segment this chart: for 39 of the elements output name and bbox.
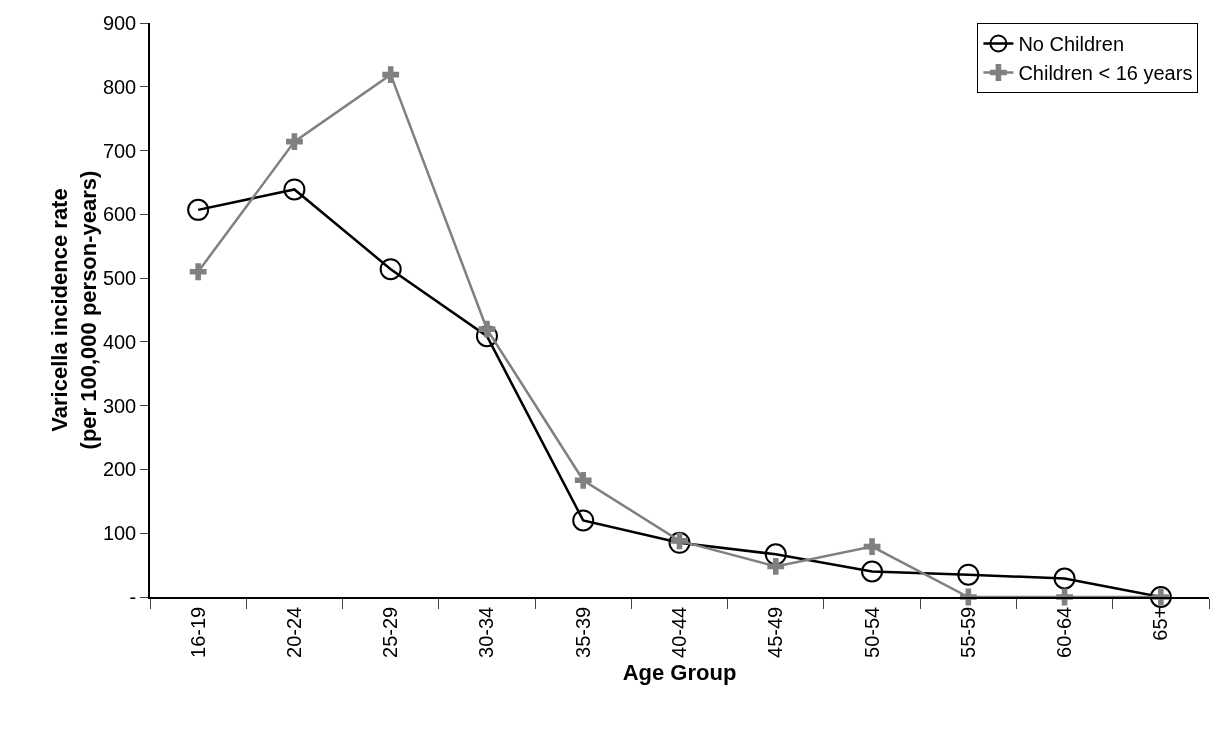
x-tick-label: 45-49	[764, 606, 787, 658]
point	[574, 471, 592, 489]
point	[189, 263, 207, 281]
legend-label: No Children	[1018, 33, 1125, 56]
point	[572, 509, 595, 532]
point	[187, 198, 210, 221]
point	[957, 563, 980, 586]
x-tick-label: 60-64	[1053, 606, 1076, 658]
y-tick-label: 600	[102, 203, 137, 226]
y-tick-label: 200	[102, 458, 137, 481]
point	[863, 538, 881, 556]
point	[379, 258, 402, 281]
point	[1053, 567, 1076, 590]
x-tick-label: 20-24	[282, 606, 305, 658]
y-tick-label: 700	[102, 139, 137, 162]
x-tick-label: 55-59	[956, 606, 979, 658]
point	[764, 543, 787, 566]
y-tick-label: 900	[102, 12, 137, 34]
x-tick-label: 50-54	[860, 606, 883, 658]
x-tick-label: 25-29	[379, 606, 402, 658]
x-tick-label: 30-34	[475, 606, 498, 658]
y-tick-label: 500	[102, 267, 137, 290]
y-tick-label: -	[129, 586, 137, 608]
y-tick-label: 800	[102, 75, 137, 98]
point	[283, 178, 306, 201]
y-tick-label: 300	[102, 394, 137, 417]
x-tick-label: 16-19	[186, 606, 209, 658]
x-tick-label: 40-44	[668, 606, 690, 658]
point	[286, 133, 303, 151]
x-tick-label: 35-39	[571, 606, 594, 658]
point	[767, 557, 785, 575]
x-tick-label: 65+	[1149, 606, 1172, 641]
y-axis-title: Varicella incidence rate (per 100,000 person-years)	[47, 170, 101, 450]
legend-label: Children < 16 years	[1018, 62, 1193, 85]
x-axis-title: Age Group	[622, 659, 737, 685]
point	[382, 66, 400, 84]
y-tick-label: 400	[102, 330, 137, 353]
point	[861, 560, 884, 583]
y-tick-label: 100	[102, 522, 137, 545]
